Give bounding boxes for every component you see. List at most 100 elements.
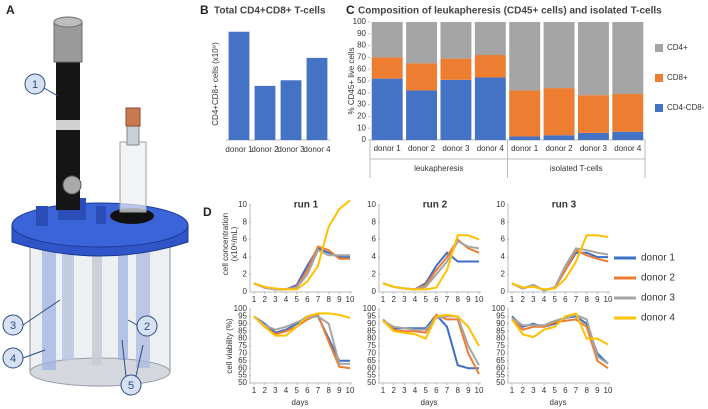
- bar-segment: [543, 88, 575, 136]
- callout-line: [22, 299, 61, 326]
- bar-segment: [371, 57, 403, 79]
- y-tick-label: 30: [357, 100, 366, 109]
- x-tick-label: 7: [316, 295, 321, 304]
- x-tick-label: 3: [531, 295, 536, 304]
- x-tick-label: 10: [604, 295, 613, 304]
- x-axis-label: days: [421, 398, 438, 407]
- x-tick-label: 5: [294, 386, 299, 395]
- bar-segment: [371, 78, 403, 140]
- x-tick-label: 1: [252, 386, 257, 395]
- legend-label: donor 3: [641, 293, 675, 304]
- y-tick-label: 60: [367, 363, 376, 372]
- glass-tube: [119, 141, 147, 213]
- x-tick-label: 9: [466, 295, 471, 304]
- bar-segment: [406, 22, 438, 64]
- series-line: [382, 234, 480, 291]
- y-tick-label: 40: [357, 88, 366, 97]
- legend-label: CD4+: [667, 43, 688, 52]
- x-tick-label: 8: [326, 295, 331, 304]
- bar-segment: [474, 55, 506, 78]
- callout: 1: [24, 73, 46, 95]
- series-line: [382, 315, 480, 366]
- chart-title: Total CD4+CD8+ T-cells: [214, 6, 326, 17]
- y-tick-label: 0: [501, 287, 506, 296]
- y-tick-label: 100: [234, 304, 248, 313]
- x-tick-label: 7: [574, 295, 579, 304]
- bar-segment: [440, 58, 472, 80]
- x-tick-label: 4: [413, 386, 418, 395]
- x-tick-label: 4: [413, 295, 418, 304]
- tube: [136, 250, 150, 368]
- x-tick-label: donor 2: [408, 144, 436, 153]
- x-tick-label: 5: [294, 295, 299, 304]
- x-tick-label: 1: [510, 295, 515, 304]
- y-tick-label: 80: [238, 334, 247, 343]
- x-tick-label: donor 4: [614, 144, 642, 153]
- series-line: [511, 234, 609, 291]
- bar-segment: [612, 131, 644, 140]
- y-tick-label: 10: [496, 200, 505, 209]
- y-tick-label: 75: [238, 341, 247, 350]
- series-line: [253, 248, 350, 291]
- callout: 3: [2, 314, 24, 336]
- x-tick-label: 8: [584, 295, 589, 304]
- y-tick-label: 0: [372, 287, 377, 296]
- y-tick-label: 80: [367, 334, 376, 343]
- bar: [306, 57, 328, 140]
- y-tick-label: 80: [357, 41, 366, 50]
- y-tick-label: 10: [357, 123, 366, 132]
- chart-title: Composition of leukapheresis (CD45+ cell…: [358, 6, 662, 17]
- x-tick-label: 6: [434, 386, 439, 395]
- y-tick-label: 50: [238, 378, 247, 387]
- y-axis-label: CD4+CD8+ cells (x10⁹): [211, 42, 220, 126]
- x-tick-label: 9: [466, 386, 471, 395]
- y-tick-label: 100: [353, 17, 367, 26]
- callout-number: 4: [10, 353, 16, 365]
- bar-segment: [509, 136, 541, 140]
- x-tick-label: donor 2: [545, 144, 573, 153]
- y-tick-label: 70: [367, 349, 376, 358]
- callout-line: [135, 344, 144, 377]
- y-tick-label: 10: [367, 200, 376, 209]
- y-tick-label: 2: [243, 270, 248, 279]
- y-tick-label: 0: [243, 287, 248, 296]
- series-line: [382, 251, 479, 291]
- x-tick-label: 8: [455, 295, 460, 304]
- y-tick-label: 75: [496, 341, 505, 350]
- x-tick-label: 8: [455, 386, 460, 395]
- x-tick-label: donor 4: [303, 145, 331, 154]
- callout-line: [127, 319, 138, 326]
- bar-segment: [406, 63, 438, 91]
- x-tick-label: 1: [510, 386, 515, 395]
- y-tick-label: 95: [238, 312, 247, 321]
- y-tick-label: 55: [496, 371, 505, 380]
- y-tick-label: 70: [238, 349, 247, 358]
- x-axis-label: days: [292, 398, 309, 407]
- probe-neck: [126, 124, 140, 146]
- y-tick-label: 8: [243, 217, 248, 226]
- y-axis-label: (x10⁶/mL): [230, 226, 239, 261]
- bar-segment: [371, 22, 403, 58]
- x-tick-label: 4: [542, 386, 547, 395]
- x-tick-label: 2: [391, 386, 396, 395]
- bar-segment: [612, 22, 644, 94]
- y-axis-label: cell concentration: [221, 213, 230, 275]
- x-tick-label: 3: [531, 386, 536, 395]
- legend-label: CD8+: [667, 73, 688, 82]
- callout: 2: [136, 315, 158, 337]
- x-tick-label: 4: [284, 386, 289, 395]
- x-tick-label: donor 3: [277, 145, 305, 154]
- probe-cap: [125, 107, 141, 127]
- y-axis-label: % CD45+ live cells: [347, 48, 356, 115]
- y-tick-label: 90: [357, 29, 366, 38]
- x-tick-label: 3: [273, 295, 278, 304]
- callout-number: 3: [10, 320, 16, 332]
- x-tick-label: 6: [563, 295, 568, 304]
- bar-segment: [509, 22, 541, 91]
- port: [36, 206, 48, 226]
- x-axis-label: days: [550, 398, 567, 407]
- series-line: [253, 315, 350, 365]
- x-tick-label: 2: [520, 386, 525, 395]
- bar-segment: [474, 77, 506, 140]
